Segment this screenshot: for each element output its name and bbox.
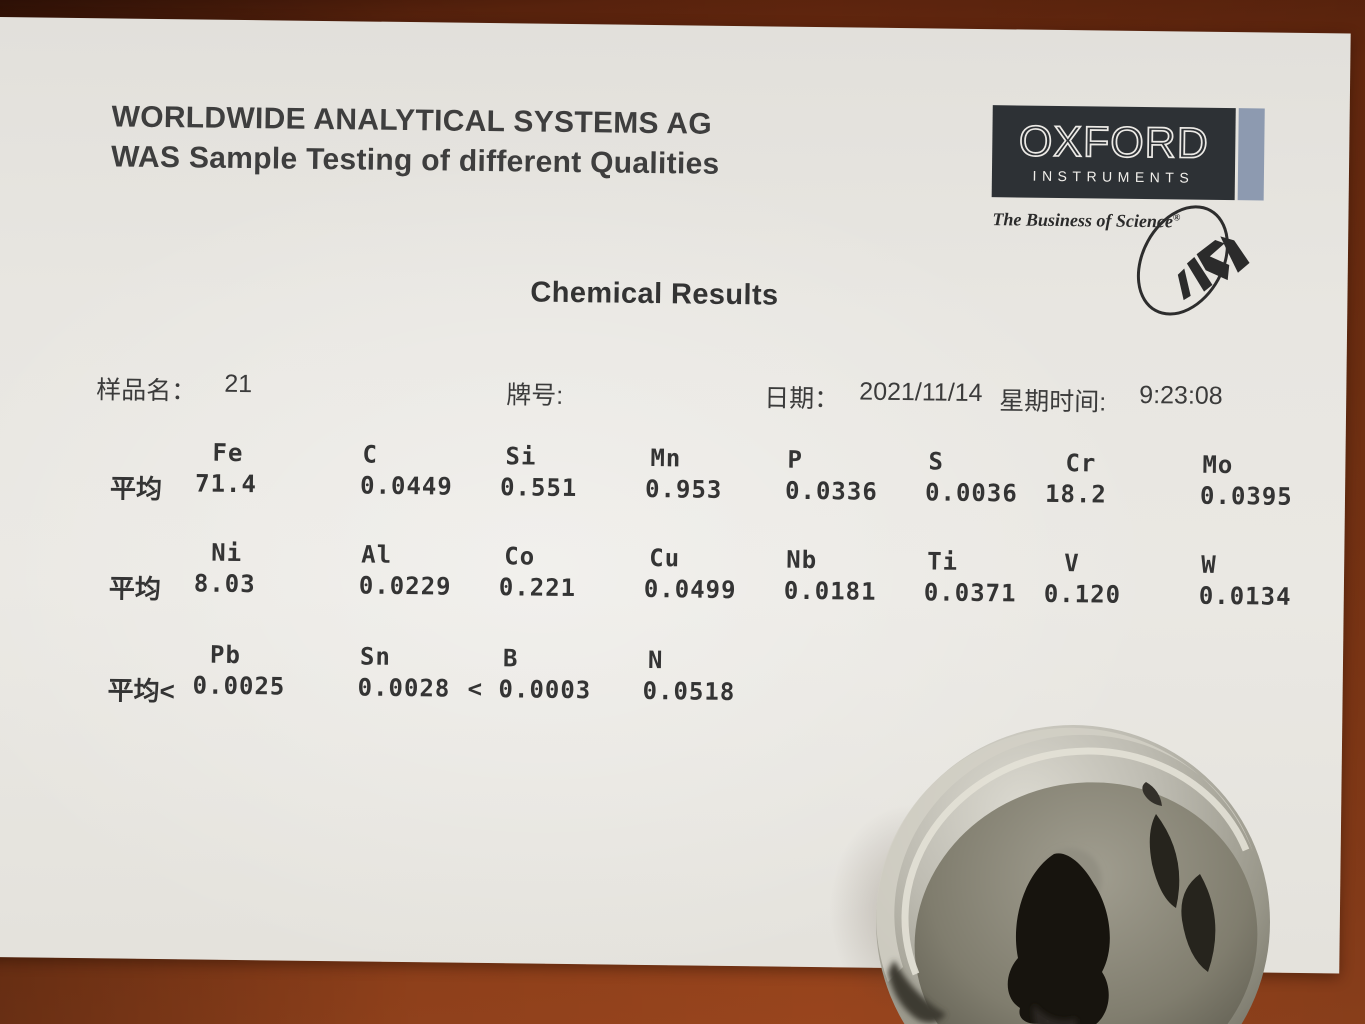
metal-hole: [1007, 853, 1110, 1024]
element-value: 0.0025: [192, 671, 286, 701]
week-time-label: 星期时间:: [999, 387, 1107, 417]
oxford-sub-text: INSTRUMENTS: [1032, 167, 1195, 186]
element-symbol: P: [787, 445, 804, 474]
element-value: 71.4: [194, 469, 258, 499]
avg-label: 平均: [109, 473, 163, 505]
element-value: 0.551: [499, 473, 578, 503]
element-symbol: Ti: [927, 547, 959, 576]
metal-rim-highlight: [901, 747, 1250, 976]
element-value: 0.0518: [642, 676, 736, 707]
oxford-brand-text: OXFORD: [1018, 116, 1210, 168]
sample-info-row: 样品名： 21 牌号: 日期： 2021/11/14 星期时间: 9:23:08: [0, 17, 1351, 417]
grade-label: 牌号:: [506, 381, 564, 410]
element-value: 0.120: [1043, 579, 1122, 609]
element-value: 0.0181: [783, 576, 877, 606]
element-symbol: Nb: [786, 545, 818, 575]
element-value: 0.953: [644, 474, 723, 504]
element-symbol: Co: [504, 542, 536, 571]
was-swirl-ellipse: [1136, 205, 1229, 316]
element-value: 0.0028: [357, 673, 451, 703]
element-symbol: W: [1201, 550, 1217, 579]
element-symbol: Pb: [209, 640, 242, 670]
element-symbol: Mo: [1202, 450, 1234, 480]
element-symbol: Cu: [649, 543, 681, 573]
metal-streak-2: [1181, 874, 1216, 972]
element-symbol: N: [647, 645, 664, 675]
element-symbol: Fe: [212, 438, 244, 468]
element-value: 0.0449: [359, 471, 453, 501]
metal-sample-object: [876, 725, 1270, 1024]
element-value: 0.0036: [924, 478, 1018, 508]
element-value: < 0.0003: [467, 674, 592, 705]
element-symbol: Sn: [359, 642, 392, 671]
element-value: 0.0229: [358, 571, 452, 601]
element-value: 0.0499: [643, 574, 737, 605]
report-subtitle: WAS Sample Testing of different Qualitie…: [110, 140, 720, 181]
element-value: 0.0371: [923, 578, 1017, 608]
element-value: 18.2: [1044, 479, 1108, 509]
oxford-blue-bar: [1237, 108, 1265, 201]
element-value: 0.0395: [1199, 481, 1293, 511]
element-symbol: Al: [361, 540, 393, 569]
sample-name-label: 样品名：: [96, 376, 197, 406]
metal-hole-spill: [1033, 1004, 1077, 1024]
page-title: Chemical Results: [530, 276, 779, 312]
element-value: 0.0336: [784, 476, 878, 506]
time-value: 9:23:08: [1139, 380, 1223, 410]
results-table: 平均 Fe C Si Mn P S Cr Mo 71.4 0.0449 0.551 0.953 0.033…: [0, 17, 1351, 707]
element-value: 0.0134: [1198, 581, 1292, 611]
report-paper: WORLDWIDE ANALYTICAL SYSTEMS AG WAS Samp…: [0, 16, 1351, 974]
result-row: 平均< Pb Sn B N 0.0025 0.0028 < 0.0003 0.0518: [0, 17, 1351, 707]
company-name: WORLDWIDE ANALYTICAL SYSTEMS AG: [111, 100, 713, 141]
element-value: 8.03: [193, 569, 256, 599]
element-symbol: B: [502, 644, 519, 673]
metal-streak-3: [1142, 782, 1162, 806]
element-symbol: V: [1064, 549, 1080, 578]
date-value: 2021/11/14: [859, 377, 983, 408]
oxford-instruments-logo: OXFORD INSTRUMENTS The Business of Scien…: [991, 105, 1273, 316]
element-symbol: Mn: [650, 444, 682, 473]
element-symbol: C: [362, 440, 379, 469]
metal-streak-1: [1149, 814, 1180, 908]
was-letterforms: [1177, 236, 1250, 301]
oxford-logo-box: OXFORD INSTRUMENTS: [991, 105, 1236, 201]
element-symbol: Si: [505, 442, 537, 471]
result-row: 平均 Ni Al Co Cu Nb Ti V W 8.03 0.0229 0.221 0.0499 0.0…: [0, 17, 1351, 611]
was-swirl-icon: [1136, 205, 1250, 316]
avg-label: 平均: [108, 573, 162, 605]
sample-name-value: 21: [224, 369, 253, 399]
result-row: 平均 Fe C Si Mn P S Cr Mo 71.4 0.0449 0.551 0.953 0.033…: [0, 17, 1351, 511]
date-label: 日期：: [764, 384, 840, 414]
element-symbol: Ni: [211, 538, 243, 568]
element-value: 0.221: [498, 573, 577, 603]
element-symbol: Cr: [1065, 449, 1097, 478]
avg-label: 平均<: [107, 675, 175, 707]
element-symbol: S: [928, 447, 945, 476]
metal-left-dark-edge: [888, 960, 946, 1023]
